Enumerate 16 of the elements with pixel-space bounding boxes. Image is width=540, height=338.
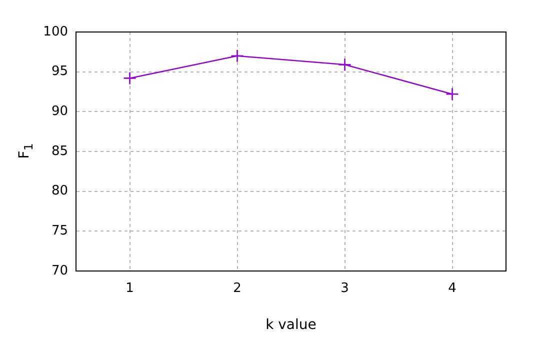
y-tick-label: 70: [51, 263, 68, 278]
x-tick-label: 2: [233, 281, 242, 296]
y-tick-label: 75: [51, 224, 68, 239]
point: [338, 58, 352, 72]
y-tick-label: 90: [51, 104, 68, 120]
y-tick-label: 85: [51, 144, 68, 159]
x-tick-label: 3: [340, 281, 349, 296]
point: [446, 87, 459, 101]
y-tick-label: 100: [43, 24, 68, 40]
point: [123, 72, 136, 85]
y-tick-label: 95: [51, 64, 68, 80]
x-tick-label: 1: [126, 281, 134, 296]
x-axis-title: k value: [266, 317, 316, 334]
y-tick-label: 80: [51, 184, 68, 199]
x-tick-label: 4: [448, 281, 456, 296]
point: [230, 49, 244, 63]
